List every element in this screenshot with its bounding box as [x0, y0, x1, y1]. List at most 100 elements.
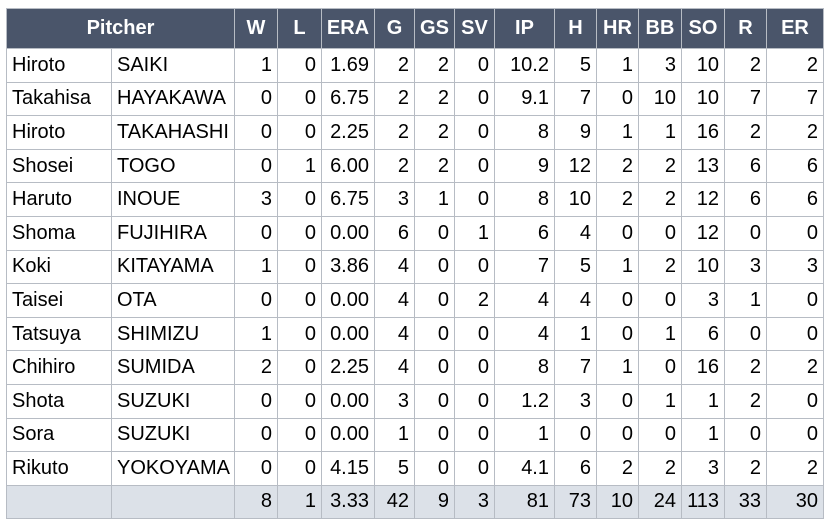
- pitcher-first-name: Haruto: [6, 182, 112, 217]
- stat-h: 7: [554, 350, 597, 385]
- pitcher-first-name: Rikuto: [6, 451, 112, 486]
- pitcher-last-name: FUJIHIRA: [111, 215, 235, 251]
- total-sv: 3: [454, 484, 495, 519]
- pitcher-last-name: SUZUKI: [111, 417, 235, 453]
- stat-so: 10: [681, 249, 725, 285]
- table-row: Taisei OTA 0 0 0.00 4 0 2 4 4 0 0 3 1 0: [6, 283, 824, 318]
- table-row: Shosei TOGO 0 1 6.00 2 2 0 9 12 2 2 13 6 6: [6, 148, 824, 184]
- stat-gs: 0: [414, 383, 455, 419]
- stat-h: 4: [554, 283, 597, 318]
- stat-er: 2: [766, 350, 824, 385]
- stat-gs: 2: [414, 148, 455, 184]
- stat-so: 10: [681, 48, 725, 83]
- stat-era: 2.25: [321, 115, 375, 150]
- stat-bb: 2: [638, 182, 682, 217]
- stat-l: 0: [277, 48, 322, 83]
- stat-l: 0: [277, 81, 322, 117]
- pitcher-first-name: Shoma: [6, 215, 112, 251]
- stat-so: 12: [681, 182, 725, 217]
- table-row: Rikuto YOKOYAMA 0 0 4.15 5 0 0 4.1 6 2 2 3 2 2: [6, 451, 824, 486]
- stat-sv: 0: [454, 383, 495, 419]
- table-row: Chihiro SUMIDA 2 0 2.25 4 0 0 8 7 1 0 16 2 2: [6, 350, 824, 385]
- stat-ip: 9.1: [494, 81, 555, 117]
- stat-w: 1: [234, 316, 278, 352]
- stat-sv: 0: [454, 182, 495, 217]
- header-sv: SV: [454, 8, 495, 49]
- stat-bb: 10: [638, 81, 682, 117]
- stat-hr: 2: [596, 182, 639, 217]
- total-er: 30: [766, 484, 824, 519]
- stat-l: 0: [277, 417, 322, 453]
- stat-sv: 1: [454, 215, 495, 251]
- pitcher-first-name: Takahisa: [6, 81, 112, 117]
- pitcher-last-name: TOGO: [111, 148, 235, 184]
- stat-hr: 0: [596, 383, 639, 419]
- stat-era: 6.75: [321, 182, 375, 217]
- stat-bb: 0: [638, 215, 682, 251]
- stat-era: 3.86: [321, 249, 375, 285]
- stat-r: 2: [724, 48, 767, 83]
- header-era: ERA: [321, 8, 375, 49]
- stat-hr: 0: [596, 215, 639, 251]
- stat-hr: 1: [596, 48, 639, 83]
- stat-er: 2: [766, 115, 824, 150]
- stat-so: 1: [681, 383, 725, 419]
- stat-hr: 0: [596, 417, 639, 453]
- stat-bb: 1: [638, 115, 682, 150]
- stat-w: 3: [234, 182, 278, 217]
- stat-h: 6: [554, 451, 597, 486]
- pitcher-last-name: TAKAHASHI: [111, 115, 235, 150]
- stat-h: 10: [554, 182, 597, 217]
- stat-bb: 0: [638, 283, 682, 318]
- stat-g: 4: [374, 350, 415, 385]
- stat-h: 9: [554, 115, 597, 150]
- stat-l: 0: [277, 249, 322, 285]
- stat-h: 3: [554, 383, 597, 419]
- stat-gs: 2: [414, 48, 455, 83]
- pitcher-first-name: Chihiro: [6, 350, 112, 385]
- stat-hr: 2: [596, 451, 639, 486]
- stat-h: 0: [554, 417, 597, 453]
- table-row: Sora SUZUKI 0 0 0.00 1 0 0 1 0 0 0 1 0 0: [6, 417, 824, 453]
- stat-g: 2: [374, 115, 415, 150]
- stat-er: 3: [766, 249, 824, 285]
- stat-bb: 0: [638, 417, 682, 453]
- stat-g: 1: [374, 417, 415, 453]
- stat-hr: 1: [596, 350, 639, 385]
- stat-r: 1: [724, 283, 767, 318]
- pitcher-first-name: Sora: [6, 417, 112, 453]
- stat-r: 2: [724, 350, 767, 385]
- stat-bb: 1: [638, 383, 682, 419]
- stat-bb: 2: [638, 148, 682, 184]
- stat-l: 0: [277, 215, 322, 251]
- stat-ip: 9: [494, 148, 555, 184]
- totals-row: 8 1 3.33 42 9 3 81 73 10 24 113 33 30: [6, 484, 824, 519]
- stat-er: 7: [766, 81, 824, 117]
- stat-er: 2: [766, 48, 824, 83]
- total-ip: 81: [494, 484, 555, 519]
- stat-er: 0: [766, 383, 824, 419]
- pitcher-first-name: Hiroto: [6, 48, 112, 83]
- stat-l: 0: [277, 115, 322, 150]
- pitcher-last-name: YOKOYAMA: [111, 451, 235, 486]
- total-so: 113: [681, 484, 725, 519]
- header-l: L: [277, 8, 322, 49]
- stat-l: 0: [277, 383, 322, 419]
- stat-g: 4: [374, 283, 415, 318]
- header-ip: IP: [494, 8, 555, 49]
- pitcher-first-name: Tatsuya: [6, 316, 112, 352]
- stat-r: 0: [724, 215, 767, 251]
- stat-w: 1: [234, 48, 278, 83]
- stat-er: 0: [766, 417, 824, 453]
- stat-sv: 0: [454, 48, 495, 83]
- stat-era: 0.00: [321, 383, 375, 419]
- stat-ip: 8: [494, 182, 555, 217]
- stat-l: 1: [277, 148, 322, 184]
- stat-r: 7: [724, 81, 767, 117]
- table-row: Takahisa HAYAKAWA 0 0 6.75 2 2 0 9.1 7 0 10 10 7 7: [6, 81, 824, 117]
- stat-era: 4.15: [321, 451, 375, 486]
- header-hr: HR: [596, 8, 639, 49]
- stat-era: 6.00: [321, 148, 375, 184]
- stat-era: 0.00: [321, 417, 375, 453]
- stat-l: 0: [277, 451, 322, 486]
